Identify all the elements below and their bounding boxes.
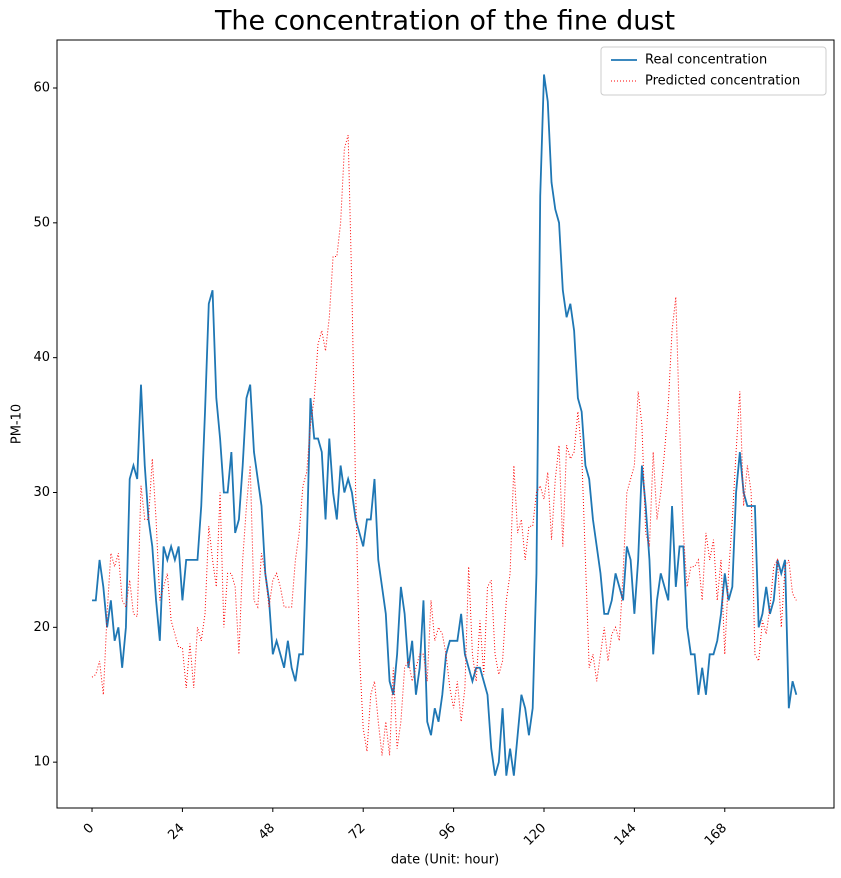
y-tick-label: 30 [33,485,50,500]
x-tick-label: 144 [612,821,640,849]
x-tick-label: 24 [165,821,187,843]
y-tick-label: 10 [33,755,50,770]
x-tick-label: 0 [81,821,97,837]
legend-label: Real concentration [645,53,767,68]
plot-frame [56,39,835,809]
x-tick-label: 120 [521,821,549,849]
series-line [91,135,797,756]
x-tick-label: 168 [702,821,730,849]
legend-box [600,46,827,96]
y-tick-label: 60 [33,81,50,96]
legend-label: Predicted concentration [645,74,800,89]
x-tick-label: 72 [346,821,368,843]
y-tick-label: 40 [33,350,50,365]
y-tick-label: 50 [33,215,50,230]
chart-title: The concentration of the fine dust [214,6,675,37]
y-axis-label: PM-10 [10,404,25,444]
x-tick-label: 96 [437,821,459,843]
y-tick-label: 20 [33,620,50,635]
series-line [92,74,798,776]
x-tick-label: 48 [256,821,278,843]
x-axis-label: date (Unit: hour) [391,853,499,868]
